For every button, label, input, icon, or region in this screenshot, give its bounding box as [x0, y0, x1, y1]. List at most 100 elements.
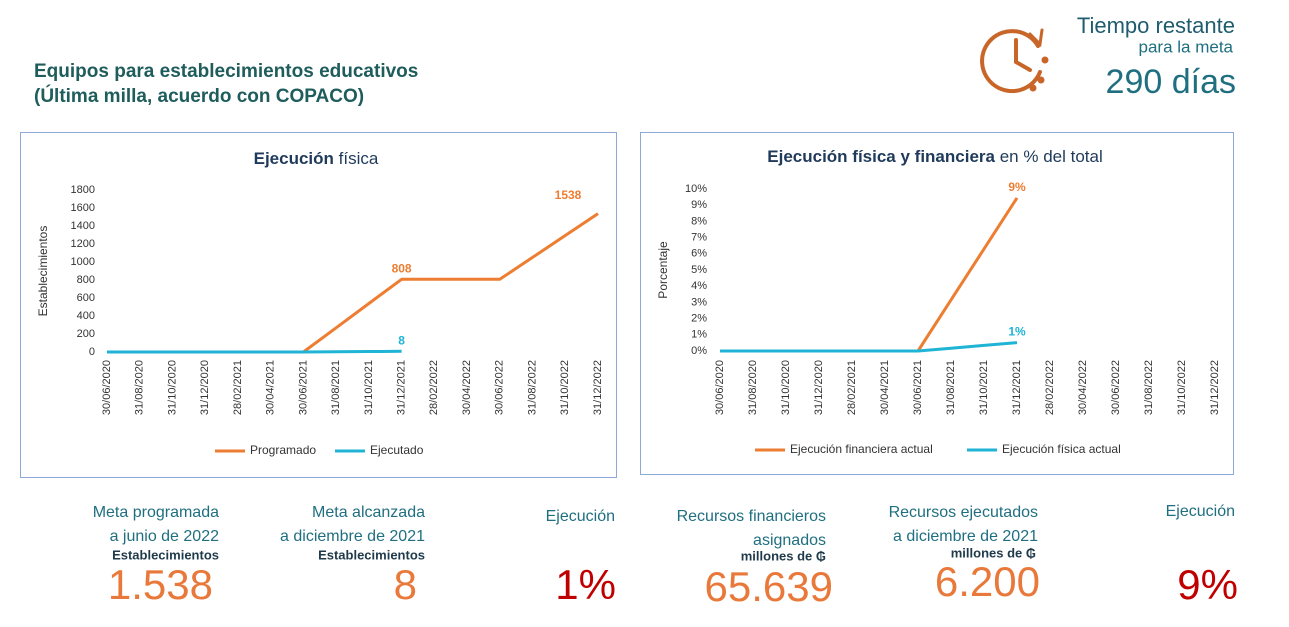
y-tick-label: 1400: [71, 220, 95, 232]
kpi-label: Meta programada: [93, 504, 219, 521]
kpi-label: Meta alcanzada: [312, 504, 425, 521]
kpi-label: Ejecución: [546, 508, 615, 525]
x-tick-label: 31/10/2022: [1176, 360, 1188, 415]
x-tick-label: 31/08/2021: [945, 360, 957, 415]
x-tick-label: 31/12/2022: [1209, 360, 1221, 415]
x-tick-label: 30/06/2021: [912, 360, 924, 415]
x-tick-label: 31/12/2021: [396, 360, 408, 415]
series-line: [720, 197, 1019, 353]
x-tick-label: 31/12/2022: [592, 360, 604, 415]
y-tick-label: 1%: [691, 329, 707, 341]
chart-frame: [20, 132, 617, 478]
data-label: 1538: [555, 188, 582, 202]
kpi-label: Ejecución: [1166, 503, 1235, 520]
kpi-unit: Establecimientos: [318, 547, 425, 562]
kpi-value: 8: [394, 561, 417, 608]
x-tick-label: 30/06/2022: [494, 360, 506, 415]
chart-title: Ejecución física y financiera en % del t…: [767, 147, 1102, 166]
series-line: [720, 341, 1018, 353]
y-tick-label: 5%: [691, 264, 707, 276]
chart-frame: [640, 132, 1234, 475]
x-tick-label: 28/02/2022: [1044, 360, 1056, 415]
x-tick-label: 30/06/2021: [297, 360, 309, 415]
legend-label: Ejecución física actual: [1002, 442, 1121, 456]
y-tick-label: 2%: [691, 313, 707, 325]
x-tick-label: 31/12/2020: [199, 360, 211, 415]
x-tick-label: 30/04/2021: [265, 360, 277, 415]
y-tick-label: 7%: [691, 232, 707, 244]
legend-label: Ejecutado: [370, 443, 424, 457]
y-tick-label: 6%: [691, 248, 707, 260]
kpi-value: 9%: [1177, 561, 1238, 608]
title-line1: Equipos para establecimientos educativos: [34, 61, 418, 82]
y-tick-label: 1800: [71, 184, 95, 196]
x-tick-label: 30/04/2022: [461, 360, 473, 415]
data-label: 1%: [1008, 325, 1026, 339]
x-tick-label: 31/10/2022: [559, 360, 571, 415]
x-tick-label: 31/12/2020: [813, 360, 825, 415]
y-tick-label: 10%: [685, 183, 707, 195]
x-tick-label: 30/06/2020: [101, 360, 113, 415]
countdown-label2: para la meta: [1139, 37, 1234, 56]
y-tick-label: 1600: [71, 202, 95, 214]
legend-label: Programado: [250, 443, 316, 457]
y-tick-label: 200: [77, 328, 95, 340]
y-tick-label: 0%: [691, 345, 707, 357]
countdown-label1: Tiempo restante: [1077, 13, 1235, 38]
kpi-value: 6.200: [935, 558, 1040, 605]
kpi-unit: millones de ₲: [951, 545, 1036, 560]
kpi-label: a junio de 2022: [110, 528, 220, 545]
kpi-unit: Establecimientos: [112, 547, 219, 562]
y-tick-label: 800: [77, 274, 95, 286]
chart-title-bold: Ejecución: [254, 149, 334, 168]
chart-title-regular: física: [339, 149, 379, 168]
y-tick-label: 400: [77, 310, 95, 322]
x-tick-label: 31/10/2020: [166, 360, 178, 415]
kpi-label: Recursos ejecutados: [889, 504, 1038, 521]
y-tick-label: 1000: [71, 256, 95, 268]
legend-label: Ejecución financiera actual: [790, 442, 933, 456]
chart-title-regular: en % del total: [1000, 147, 1103, 166]
x-tick-label: 31/08/2020: [134, 360, 146, 415]
y-tick-label: 9%: [691, 199, 707, 211]
kpi-value: 1%: [555, 561, 616, 608]
kpi-label: a diciembre de 2021: [280, 528, 425, 545]
series-line: [107, 212, 599, 354]
y-tick-label: 0: [89, 346, 95, 358]
y-axis-label: Porcentaje: [656, 241, 670, 299]
x-tick-label: 31/10/2020: [780, 360, 792, 415]
x-tick-label: 28/02/2022: [428, 360, 440, 415]
x-tick-label: 30/06/2020: [714, 360, 726, 415]
kpi-value: 65.639: [705, 563, 833, 610]
x-tick-label: 31/10/2021: [363, 360, 375, 415]
data-label: 808: [392, 261, 412, 275]
kpi-label: Recursos financieros: [677, 508, 826, 525]
kpi-unit: millones de ₲: [741, 548, 826, 563]
x-tick-label: 31/12/2021: [1011, 360, 1023, 415]
y-tick-label: 600: [77, 292, 95, 304]
y-tick-label: 1200: [71, 238, 95, 250]
x-tick-label: 31/08/2020: [747, 360, 759, 415]
kpi-label: a diciembre de 2021: [893, 528, 1038, 545]
x-tick-label: 31/08/2022: [526, 360, 538, 415]
kpi-value: 1.538: [108, 561, 213, 608]
countdown-value: 290 días: [1106, 63, 1236, 101]
x-tick-label: 30/04/2021: [879, 360, 891, 415]
x-tick-label: 28/02/2021: [232, 360, 244, 415]
chart-title-bold: Ejecución física y financiera: [767, 147, 995, 166]
x-tick-label: 31/10/2021: [978, 360, 990, 415]
title-line2: (Última milla, acuerdo con COPACO): [34, 85, 364, 107]
clock-icon: [980, 28, 1049, 94]
x-tick-label: 31/08/2022: [1143, 360, 1155, 415]
x-tick-label: 28/02/2021: [846, 360, 858, 415]
y-tick-label: 3%: [691, 296, 707, 308]
x-tick-label: 30/06/2022: [1110, 360, 1122, 415]
y-tick-label: 8%: [691, 215, 707, 227]
x-tick-label: 31/08/2021: [330, 360, 342, 415]
chart-title: Ejecución física: [254, 149, 379, 168]
kpis: Meta programada a junio de 2022 Establec…: [93, 503, 1238, 610]
kpi-label: asignados: [753, 532, 826, 549]
x-tick-label: 30/04/2022: [1077, 360, 1089, 415]
